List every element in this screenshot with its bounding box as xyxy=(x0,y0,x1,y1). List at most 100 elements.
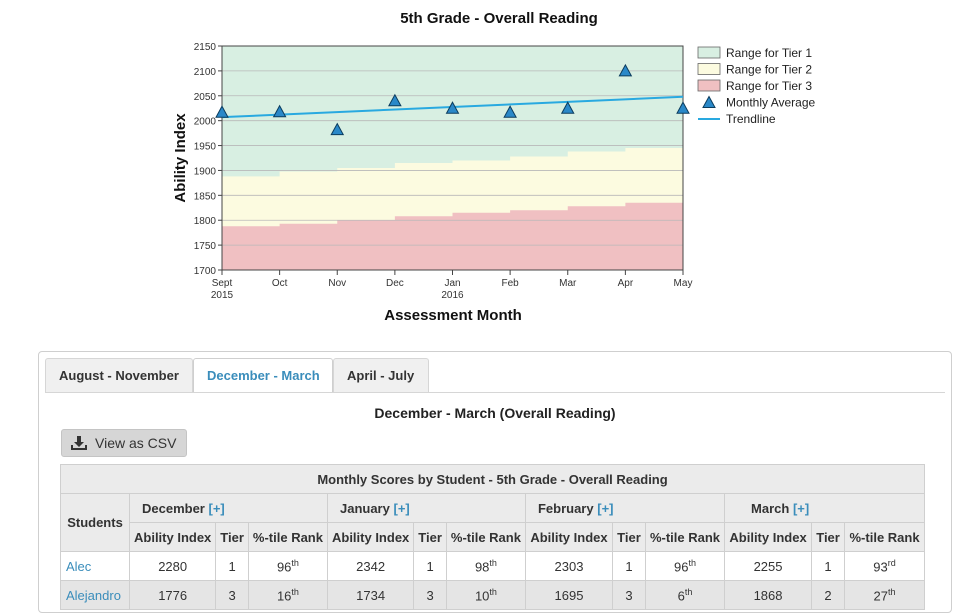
view-csv-label: View as CSV xyxy=(95,435,177,451)
expand-february-link[interactable]: [+] xyxy=(597,500,614,516)
tier-cell: 1 xyxy=(611,551,646,581)
monthly-average-marker xyxy=(388,93,402,107)
ability-index-cell: 1734 xyxy=(326,580,415,610)
x-tick-label: Nov xyxy=(328,278,346,289)
monthly-average-marker xyxy=(445,101,460,114)
column-header: Ability Index xyxy=(128,522,217,552)
column-header: Tier xyxy=(413,522,447,552)
legend-swatch xyxy=(697,63,721,75)
legend-label: Range for Tier 2 xyxy=(726,63,812,77)
x-tick-label: Feb xyxy=(502,278,520,289)
x-tick-label: Mar xyxy=(559,278,577,289)
column-header: Tier xyxy=(215,522,249,552)
legend-label: Trendline xyxy=(726,112,776,126)
month-label: February xyxy=(537,500,594,516)
y-tick-label: 1900 xyxy=(194,166,217,177)
x-tick-label: Sept xyxy=(212,278,233,289)
legend-label: Monthly Average xyxy=(726,96,815,110)
tab-april-july[interactable]: April - July xyxy=(333,358,429,392)
legend-swatch xyxy=(697,79,721,92)
percentile-rank-cell: 6th xyxy=(644,580,726,610)
tab-august-november[interactable]: August - November xyxy=(45,358,193,392)
tier-cell: 3 xyxy=(611,580,646,610)
x-tick-label: Oct xyxy=(272,278,288,289)
tier-cell: 1 xyxy=(413,551,447,581)
percentile-rank-cell: 98th xyxy=(445,551,526,581)
tab-divider xyxy=(45,392,945,393)
section-title: December - March (Overall Reading) xyxy=(374,405,616,421)
column-header: %-tile Rank xyxy=(247,522,328,552)
column-header: %-tile Rank xyxy=(644,522,726,552)
percentile-rank-cell: 93rd xyxy=(844,551,926,581)
legend-label: Range for Tier 1 xyxy=(726,46,812,60)
percentile-rank-cell: 16th xyxy=(247,580,328,610)
monthly-average-marker xyxy=(272,104,287,118)
expand-january-link[interactable]: [+] xyxy=(393,500,410,516)
y-tick-label: 2150 xyxy=(194,42,217,53)
student-name-link[interactable]: Alec xyxy=(60,551,130,581)
legend-label: Range for Tier 3 xyxy=(726,79,812,93)
x-tick-sublabel: 2016 xyxy=(441,290,464,301)
tier-cell: 3 xyxy=(413,580,447,610)
y-tick-label: 1950 xyxy=(194,142,217,153)
table-title: Monthly Scores by Student - 5th Grade - … xyxy=(59,464,926,494)
chart-legend: Range for Tier 1 Range for Tier 2 Range fo… xyxy=(697,46,815,126)
x-tick-sublabel: 2015 xyxy=(211,290,234,301)
ability-index-cell: 2303 xyxy=(524,551,613,581)
percentile-rank-cell: 96th xyxy=(247,551,328,581)
column-header: Ability Index xyxy=(724,522,813,552)
tier-cell: 1 xyxy=(215,551,249,581)
monthly-average-marker xyxy=(618,63,633,77)
tab-december-march[interactable]: December - March xyxy=(193,358,333,393)
percentile-rank-cell: 27th xyxy=(844,580,926,610)
x-tick-label: Jan xyxy=(444,278,460,289)
expand-march-link[interactable]: [+] xyxy=(792,500,810,516)
x-tick-label: Apr xyxy=(618,278,634,289)
column-header: %-tile Rank xyxy=(445,522,526,552)
student-name-link[interactable]: Alejandro xyxy=(60,580,130,610)
table-row: Alec 2280 1 96th 2342 1 98th 2303 1 96th 2255 1 93rd xyxy=(60,551,926,581)
percentile-rank-cell: 10th xyxy=(445,580,526,610)
x-tick-label: Dec xyxy=(386,278,404,289)
tier-cell: 1 xyxy=(811,551,846,581)
tier3-band xyxy=(222,202,683,270)
column-header: %-tile Rank xyxy=(844,522,926,552)
y-tick-label: 2050 xyxy=(194,92,217,103)
ability-index-cell: 2280 xyxy=(128,551,217,581)
monthly-average-marker xyxy=(503,105,517,118)
ability-index-cell: 1868 xyxy=(724,580,813,610)
reading-chart: 5th Grade - Overall Reading 1700 1750 1800… xyxy=(172,10,815,324)
y-tick-label: 1750 xyxy=(194,241,217,252)
column-header: Tier xyxy=(611,522,646,552)
y-tick-label: 2000 xyxy=(194,117,217,128)
view-csv-button[interactable]: View as CSV xyxy=(61,429,187,457)
chart-title: 5th Grade - Overall Reading xyxy=(400,10,598,27)
monthly-average-marker xyxy=(330,122,345,136)
percentile-rank-cell: 96th xyxy=(644,551,726,581)
legend-marker xyxy=(702,95,716,108)
ability-index-cell: 1776 xyxy=(128,580,217,610)
y-tick-label: 1800 xyxy=(194,216,217,227)
y-tick-label: 2100 xyxy=(194,67,217,78)
x-axis-label: Assessment Month xyxy=(384,307,522,324)
column-header: Tier xyxy=(811,522,846,552)
expand-december-link[interactable]: [+] xyxy=(208,500,225,516)
month-label: March xyxy=(751,500,790,516)
month-label: December xyxy=(142,500,205,516)
tier-cell: 3 xyxy=(215,580,249,610)
ability-index-cell: 2255 xyxy=(724,551,813,581)
monthly-average-marker xyxy=(676,101,690,114)
column-header: Ability Index xyxy=(326,522,415,552)
table-row: Alejandro 1776 3 16th 1734 3 10th 1695 3 6th 1868 2… xyxy=(60,580,926,610)
tier-cell: 2 xyxy=(811,580,846,610)
monthly-average-marker xyxy=(215,105,229,118)
download-icon xyxy=(71,436,87,450)
ability-index-cell: 2342 xyxy=(326,551,415,581)
scores-table: Monthly Scores by Student - 5th Grade - … xyxy=(59,464,926,610)
students-header: Students xyxy=(60,493,130,552)
month-header-december: December [+] xyxy=(129,493,328,523)
ability-index-cell: 1695 xyxy=(524,580,613,610)
scores-panel: August - November December - March April… xyxy=(38,351,952,613)
month-label: January xyxy=(339,500,390,516)
legend-swatch xyxy=(697,46,721,59)
